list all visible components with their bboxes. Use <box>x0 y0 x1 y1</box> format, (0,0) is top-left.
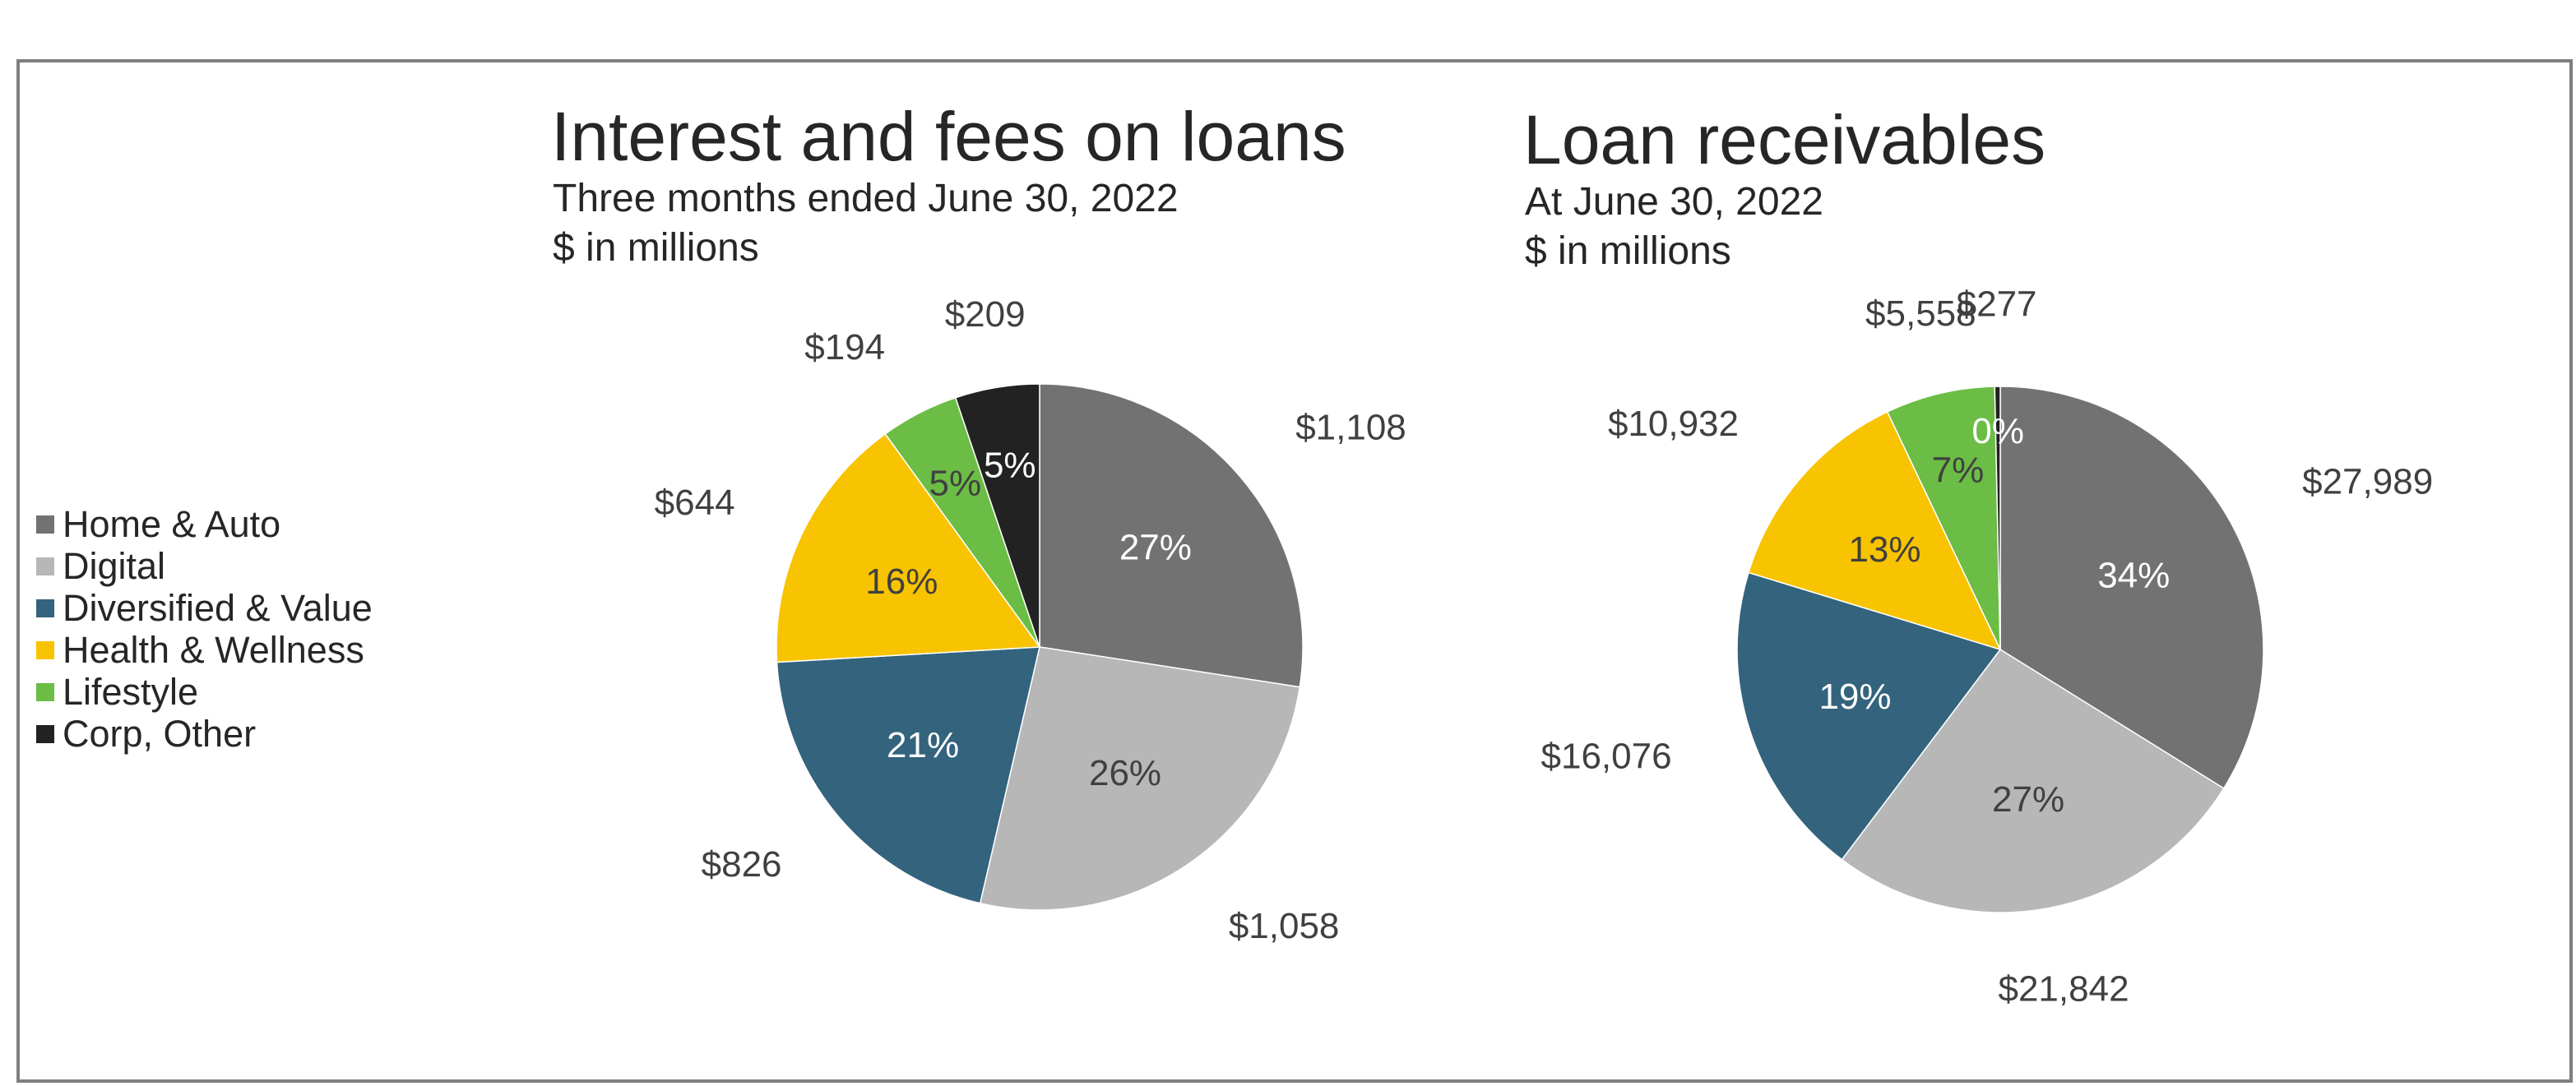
value-label: $277 <box>1957 284 2037 325</box>
legend-label: Lifestyle <box>63 670 199 713</box>
value-label: $27,989 <box>2302 461 2433 501</box>
percent-label: 5% <box>984 445 1036 485</box>
pie-slice <box>1039 383 1304 688</box>
chart-2-subtitle: At June 30, 2022 <box>1525 180 1823 224</box>
chart-frame <box>16 59 2573 1083</box>
percent-label: 26% <box>1089 753 1161 793</box>
pie-slice <box>776 432 1041 663</box>
pie-slice <box>1748 410 2002 651</box>
percent-label: 7% <box>1932 451 1985 491</box>
percent-label: 19% <box>1818 677 1891 717</box>
legend-item: Lifestyle <box>36 671 373 713</box>
legend-swatch <box>36 557 54 575</box>
legend-swatch <box>36 724 54 743</box>
chart-2-title: Loan receivables <box>1523 101 2046 178</box>
legend-label: Diversified & Value <box>63 586 373 629</box>
pie-slice <box>979 646 1301 911</box>
value-label: $209 <box>945 294 1026 335</box>
chart-1-title: Interest and fees on loans <box>551 98 1346 175</box>
percent-label: 21% <box>887 725 959 765</box>
value-label: $644 <box>655 483 735 523</box>
value-label: $194 <box>804 327 885 367</box>
value-label: $1,108 <box>1295 408 1406 448</box>
value-label: $5,558 <box>1865 293 1976 334</box>
pie-slice <box>1736 571 2002 861</box>
pie-slice <box>1994 386 2001 650</box>
pie-slice <box>1999 386 2264 790</box>
legend-label: Health & Wellness <box>63 628 364 671</box>
pie-slice <box>1841 649 2225 913</box>
legend-label: Corp, Other <box>63 712 257 755</box>
chart-1-unit: $ in millions <box>553 226 759 270</box>
legend-item: Health & Wellness <box>36 629 373 671</box>
percent-label: 13% <box>1848 529 1920 570</box>
pie-slice <box>776 646 1040 904</box>
chart-2-unit: $ in millions <box>1525 229 1731 273</box>
legend-item: Digital <box>36 545 373 587</box>
pie-slice <box>1886 386 2001 650</box>
value-label: $1,058 <box>1229 906 1340 946</box>
legend-item: Corp, Other <box>36 713 373 755</box>
value-label: $10,932 <box>1608 404 1739 444</box>
percent-label: 34% <box>2097 555 2170 595</box>
percent-label: 27% <box>1119 528 1192 568</box>
pie-slice <box>954 383 1040 648</box>
percent-label: 5% <box>929 463 982 503</box>
legend-label: Home & Auto <box>63 502 281 545</box>
value-label: $16,076 <box>1541 736 1672 776</box>
legend: Home & Auto Digital Diversified & Value Hea… <box>36 503 373 755</box>
percent-label: 16% <box>865 561 938 602</box>
value-label: $21,842 <box>1998 968 2129 1009</box>
legend-swatch <box>36 682 54 701</box>
percent-label: 27% <box>1992 779 2064 820</box>
legend-item: Home & Auto <box>36 503 373 545</box>
percent-label: 0% <box>1971 411 2024 451</box>
chart-1-subtitle: Three months ended June 30, 2022 <box>553 177 1179 220</box>
legend-item: Diversified & Value <box>36 587 373 629</box>
value-label: $826 <box>702 844 782 885</box>
legend-swatch <box>36 515 54 534</box>
legend-swatch <box>36 640 54 659</box>
legend-swatch <box>36 598 54 617</box>
legend-label: Digital <box>63 544 166 587</box>
